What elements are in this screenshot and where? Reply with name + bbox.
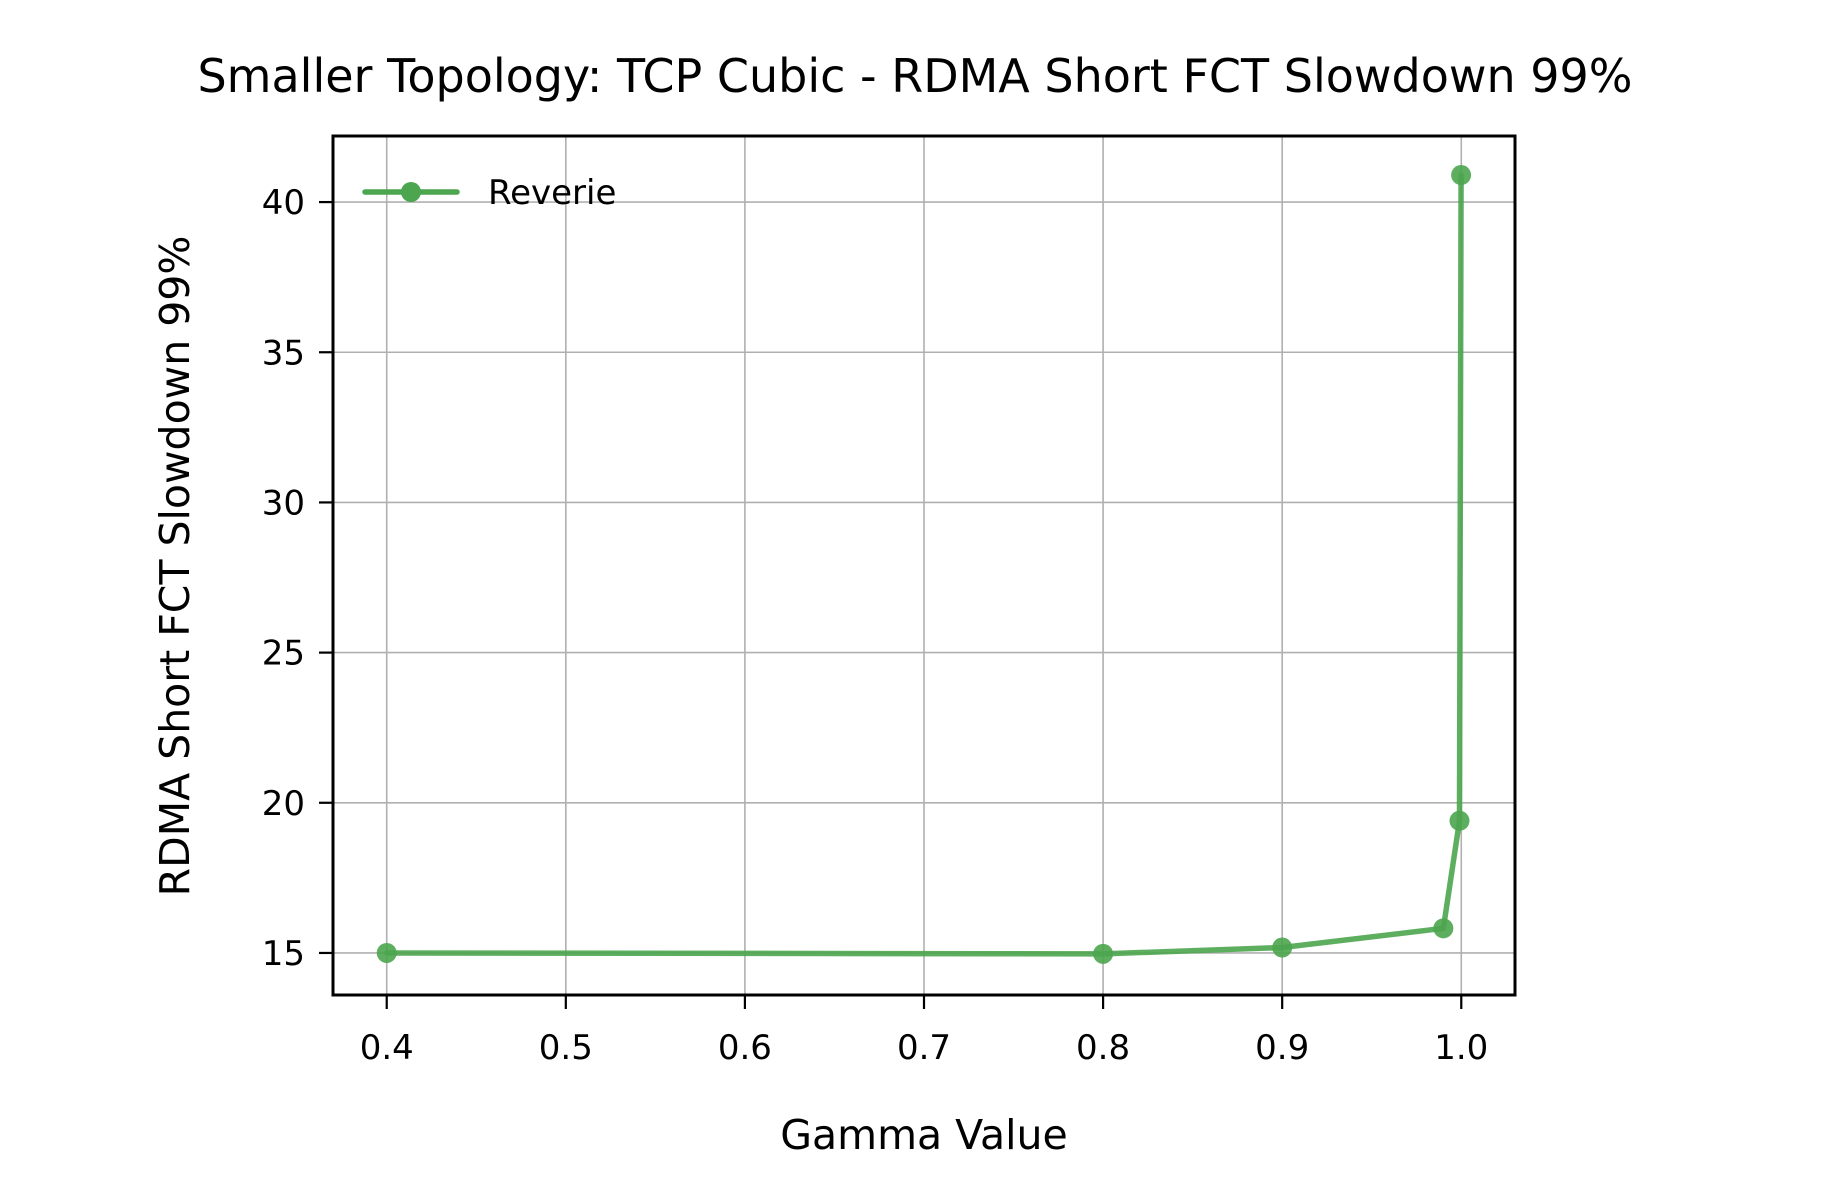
y-tick-label: 35 [262, 333, 305, 373]
x-tick-label: 0.6 [718, 1028, 772, 1068]
legend-marker-swatch [401, 182, 421, 202]
data-point [1433, 918, 1454, 939]
legend: Reverie [362, 173, 616, 213]
x-tick-label: 0.5 [539, 1028, 593, 1068]
x-tick-label: 0.9 [1255, 1028, 1309, 1068]
series-line [383, 172, 1464, 957]
y-tick-label: 20 [262, 784, 305, 824]
x-tick-label: 0.4 [360, 1028, 414, 1068]
y-axis-label: RDMA Short FCT Slowdown 99% [151, 236, 199, 897]
data-point [1451, 165, 1472, 186]
data-point [1093, 943, 1114, 964]
legend-label: Reverie [488, 173, 616, 213]
data-point [376, 942, 397, 963]
y-tick-label: 40 [262, 183, 305, 223]
x-axis-label: Gamma Value [780, 1111, 1068, 1159]
y-tick-label: 25 [262, 634, 305, 674]
x-tick-label: 0.8 [1076, 1028, 1130, 1068]
chart-title: Smaller Topology: TCP Cubic - RDMA Short… [197, 49, 1632, 103]
grid [333, 136, 1515, 995]
x-tick-label: 0.7 [897, 1028, 951, 1068]
y-tick-label: 30 [262, 483, 305, 523]
x-tick-label: 1.0 [1434, 1028, 1488, 1068]
series-layer [376, 165, 1472, 964]
y-tick-label: 15 [262, 934, 305, 974]
data-point [1449, 810, 1470, 831]
data-point [1272, 937, 1293, 958]
ticks: 0.4 0.5 0.6 0.7 0.8 0.9 1.0 15 20 25 30 35 40 [262, 183, 1489, 1068]
